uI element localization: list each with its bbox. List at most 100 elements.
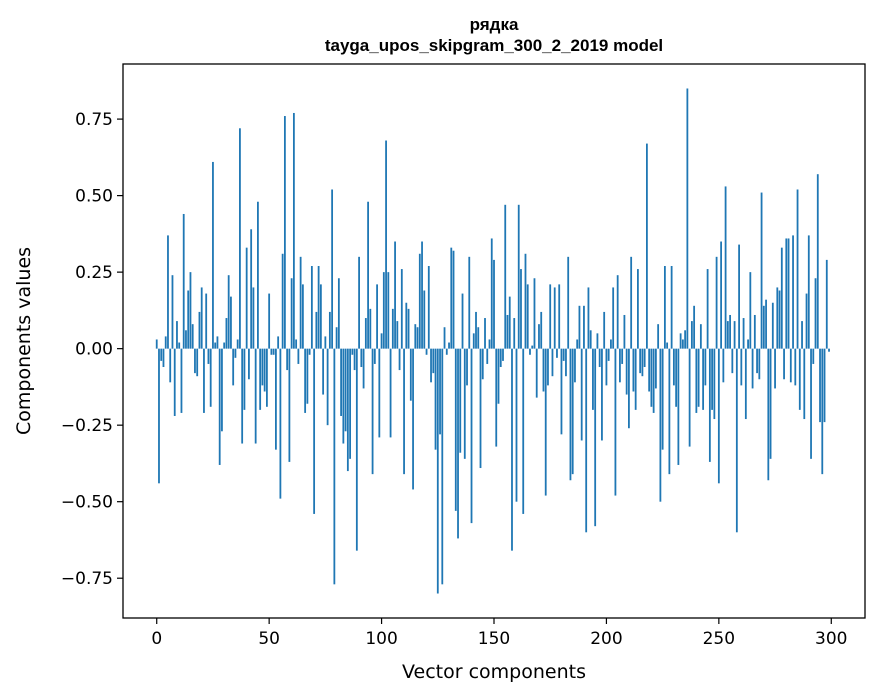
bar-71 <box>315 311 318 349</box>
bar-143 <box>477 327 480 349</box>
bar-260 <box>740 348 743 386</box>
bar-144 <box>479 348 482 469</box>
plot-frame <box>122 63 866 619</box>
bar-115 <box>414 324 417 349</box>
bar-268 <box>758 348 761 380</box>
bar-94 <box>367 201 369 349</box>
bar-45 <box>257 201 259 349</box>
bar-121 <box>427 266 430 349</box>
bar-60 <box>290 278 293 349</box>
bar-129 <box>445 348 448 355</box>
bar-166 <box>529 348 531 355</box>
bar-153 <box>499 348 502 368</box>
bar-127 <box>441 348 444 585</box>
bar-237 <box>688 348 691 447</box>
bar-288 <box>803 348 806 420</box>
bar-269 <box>760 192 763 349</box>
bar-99 <box>378 348 381 438</box>
bar-90 <box>358 256 360 349</box>
bar-135 <box>459 348 462 453</box>
y-axis-ticks: −0.75 −0.50 −0.25 0.00 0.25 0.50 0.75 <box>61 110 123 589</box>
bar-108 <box>398 348 401 371</box>
bar-40 <box>245 247 248 349</box>
bar-150 <box>493 259 495 349</box>
bar-57 <box>283 116 286 349</box>
bar-21 <box>203 348 205 413</box>
bar-185 <box>571 348 574 475</box>
bar-124 <box>434 348 437 450</box>
bar-264 <box>749 272 752 349</box>
bar-230 <box>672 348 675 386</box>
bar-83 <box>342 348 345 444</box>
bar-13 <box>185 330 187 349</box>
bar-165 <box>526 284 529 349</box>
bar-298 <box>825 259 828 349</box>
bar-280 <box>785 238 788 349</box>
bar-95 <box>369 308 372 349</box>
bar-207 <box>621 348 624 364</box>
bar-246 <box>708 348 711 462</box>
chart-title-line2: tayga_upos_skipgram_300_2_2019 model <box>325 36 663 55</box>
bar-211 <box>630 256 633 349</box>
bar-178 <box>556 348 558 358</box>
bar-290 <box>807 235 810 349</box>
bar-245 <box>706 269 709 349</box>
bar-85 <box>346 348 349 472</box>
y-tick-label: 0.75 <box>75 110 113 130</box>
bar-159 <box>513 318 516 349</box>
bar-146 <box>484 318 486 349</box>
bar-24 <box>209 348 212 407</box>
bar-180 <box>560 348 563 435</box>
bar-193 <box>589 330 592 349</box>
bar-67 <box>306 348 309 404</box>
bar-73 <box>319 284 322 349</box>
bar-84 <box>344 348 347 432</box>
bar-51 <box>270 348 273 355</box>
bar-175 <box>549 284 552 349</box>
bar-1 <box>158 348 160 484</box>
bar-177 <box>553 287 556 349</box>
bar-151 <box>495 348 498 447</box>
bar-147 <box>486 348 489 364</box>
bar-187 <box>576 339 579 349</box>
bar-191 <box>585 348 588 533</box>
bar-249 <box>715 256 718 349</box>
bar-68 <box>308 348 311 355</box>
bar-238 <box>690 321 693 349</box>
bar-32 <box>227 275 230 349</box>
bar-292 <box>812 348 815 364</box>
bar-74 <box>322 348 325 395</box>
bar-227 <box>666 342 669 349</box>
bar-110 <box>403 348 405 475</box>
bar-54 <box>277 336 280 349</box>
bar-133 <box>454 348 457 511</box>
bar-123 <box>432 348 435 374</box>
bar-205 <box>616 275 619 349</box>
bar-142 <box>475 311 477 349</box>
bar-213 <box>634 348 637 410</box>
bar-63 <box>297 348 300 364</box>
bar-206 <box>619 348 621 383</box>
bar-186 <box>574 348 576 383</box>
bar-61 <box>292 112 295 349</box>
bar-10 <box>178 342 181 349</box>
bar-197 <box>598 348 601 368</box>
bar-100 <box>380 333 383 349</box>
bar-34 <box>232 348 235 386</box>
bar-78 <box>331 189 334 349</box>
bar-6 <box>169 348 172 383</box>
bar-39 <box>243 348 246 410</box>
bar-41 <box>248 348 250 380</box>
y-tick-label: −0.25 <box>61 416 113 436</box>
bar-97 <box>373 348 376 364</box>
bar-163 <box>522 348 525 514</box>
bar-221 <box>652 348 655 413</box>
bar-239 <box>693 305 696 349</box>
bar-196 <box>596 333 599 349</box>
bar-126 <box>439 348 441 435</box>
x-axis-label: Vector components <box>402 661 586 683</box>
bar-4 <box>164 336 167 349</box>
bar-216 <box>641 348 644 377</box>
bar-16 <box>191 324 194 349</box>
bar-109 <box>400 269 403 349</box>
